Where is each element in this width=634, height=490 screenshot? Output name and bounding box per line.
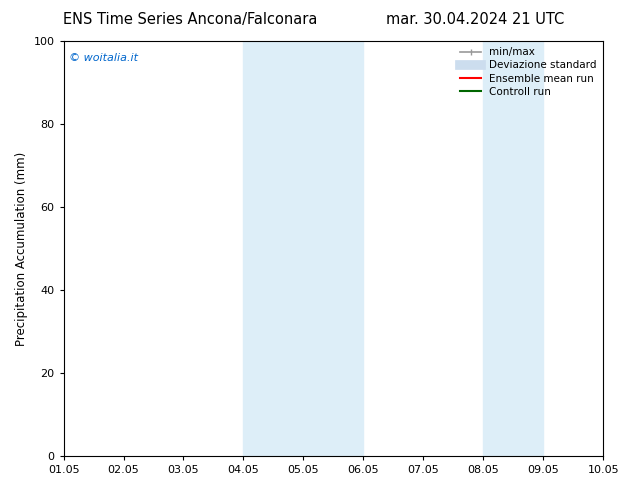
Legend: min/max, Deviazione standard, Ensemble mean run, Controll run: min/max, Deviazione standard, Ensemble m… [456,43,601,101]
Text: mar. 30.04.2024 21 UTC: mar. 30.04.2024 21 UTC [386,12,565,27]
Text: © woitalia.it: © woitalia.it [69,53,138,64]
Y-axis label: Precipitation Accumulation (mm): Precipitation Accumulation (mm) [15,151,28,345]
Text: ENS Time Series Ancona/Falconara: ENS Time Series Ancona/Falconara [63,12,318,27]
Bar [243,41,363,456]
Bar [483,41,543,456]
